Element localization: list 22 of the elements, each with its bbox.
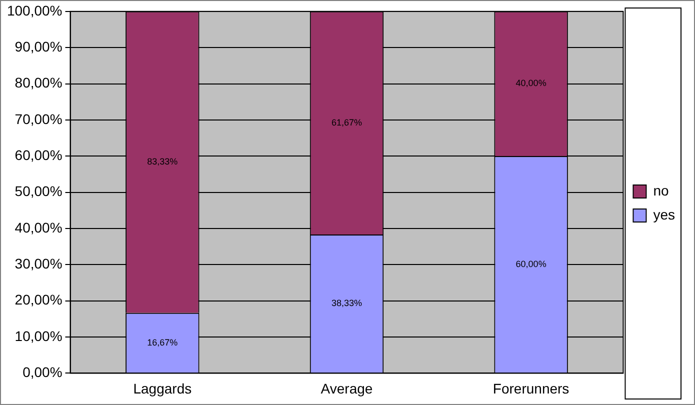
y-tick-label: 10,00% (14, 328, 62, 344)
y-tick-label: 50,00% (14, 183, 62, 200)
y-tick-label: 20,00% (14, 292, 62, 308)
y-tick-label: 40,00% (14, 219, 62, 236)
data-label: 60,00% (516, 258, 546, 269)
y-tick-label: 0,00% (22, 364, 62, 380)
y-tick-label: 90,00% (14, 38, 62, 54)
data-label: 83,33% (147, 156, 178, 167)
legend-label: yes (653, 206, 676, 222)
data-label: 38,33% (331, 298, 362, 308)
y-tick-label: 100,00% (6, 2, 62, 18)
data-label: 40,00% (516, 78, 546, 88)
x-tick-label: Average (320, 380, 373, 396)
data-label: 61,67% (331, 117, 362, 128)
x-tick-label: Laggards (133, 380, 192, 396)
data-label: 16,67% (147, 337, 178, 348)
y-tick-label: 30,00% (14, 256, 62, 272)
y-tick-label: 70,00% (14, 110, 62, 127)
y-tick-label: 60,00% (14, 146, 62, 163)
y-tick-label: 80,00% (14, 74, 62, 91)
legend-label: no (653, 182, 669, 198)
x-tick-label: Forerunners (492, 380, 570, 396)
